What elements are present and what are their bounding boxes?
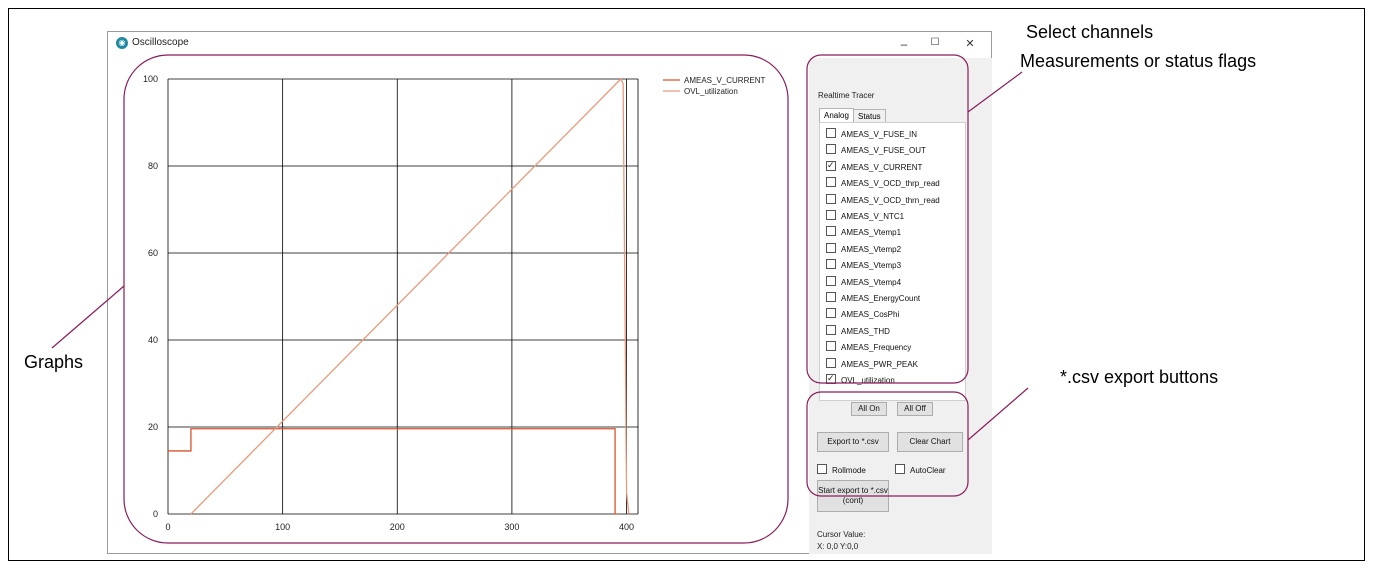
channel-checkbox[interactable] xyxy=(826,193,836,204)
tab-analog[interactable]: Analog xyxy=(819,108,854,123)
channel-label: AMEAS_Frequency xyxy=(841,343,912,353)
maximize-button[interactable]: ☐ xyxy=(930,37,940,48)
autoclear-box[interactable] xyxy=(895,464,905,474)
channel-item[interactable]: AMEAS_Vtemp3 xyxy=(826,259,901,273)
channel-item[interactable]: AMEAS_CosPhi xyxy=(826,308,899,322)
x-tick-label: 300 xyxy=(504,522,519,532)
graphs-callout: Graphs xyxy=(24,352,84,372)
csv-export-callout: *.csv export buttons xyxy=(1060,367,1219,387)
channel-label: AMEAS_Vtemp3 xyxy=(841,261,902,271)
title-bar: ◉ Oscilloscope – ☐ ✕ xyxy=(108,32,991,58)
channel-item[interactable]: AMEAS_THD xyxy=(826,324,890,339)
channel-label: AMEAS_Vtemp4 xyxy=(841,277,902,287)
channel-item[interactable]: AMEAS_V_FUSE_OUT xyxy=(826,144,926,158)
channel-label: AMEAS_CosPhi xyxy=(841,310,900,320)
series-line xyxy=(168,428,618,515)
channel-item[interactable]: AMEAS_Vtemp2 xyxy=(826,242,902,257)
measurements-callout: Measurements or status flags xyxy=(1020,51,1257,71)
rollmode-box[interactable] xyxy=(817,464,827,474)
x-tick-label: 400 xyxy=(619,522,634,532)
channel-item[interactable]: AMEAS_Vtemp4 xyxy=(826,275,902,290)
series-line xyxy=(190,77,630,515)
channel-item[interactable]: AMEAS_Frequency xyxy=(826,341,911,355)
group-label: Realtime Tracer xyxy=(818,91,875,100)
start-export-button[interactable]: Start export to *.csv (cont) xyxy=(817,480,889,512)
channel-checkbox[interactable] xyxy=(826,158,836,172)
channel-checkbox[interactable] xyxy=(826,292,836,302)
channel-item[interactable]: AMEAS_V_OCD_thrn_read xyxy=(826,193,940,208)
x-tick-label: 200 xyxy=(390,522,405,532)
channel-label: AMEAS_V_FUSE_IN xyxy=(841,130,918,139)
channel-label: AMEAS_V_OCD_thrn_read xyxy=(841,195,940,205)
figure-frame xyxy=(8,8,1365,561)
x-tick-label: 0 xyxy=(165,522,170,532)
y-tick-label: 80 xyxy=(148,161,158,171)
channel-label: AMEAS_V_CURRENT xyxy=(841,162,923,172)
channel-checkbox[interactable] xyxy=(826,242,836,253)
cursor-label: Cursor Value: xyxy=(817,530,866,539)
autoclear-label: AutoClear xyxy=(910,466,946,475)
channel-item[interactable]: AMEAS_PWR_PEAK xyxy=(826,357,918,372)
window-title: Oscilloscope xyxy=(132,37,189,48)
all-off-button[interactable]: All Off xyxy=(897,402,933,416)
channel-checkbox[interactable] xyxy=(826,341,836,352)
close-button[interactable]: ✕ xyxy=(965,38,975,50)
channel-item[interactable]: OVL_utilization xyxy=(826,371,895,388)
channel-item[interactable]: AMEAS_V_FUSE_IN xyxy=(826,128,917,142)
channel-item[interactable]: AMEAS_EnergyCount xyxy=(826,292,920,306)
x-tick-label: 100 xyxy=(275,522,290,532)
y-tick-label: 100 xyxy=(143,74,158,84)
export-csv-button[interactable]: Export to *.csv xyxy=(817,432,889,452)
channel-checkbox[interactable] xyxy=(826,357,836,368)
oscilloscope-chart[interactable]: 0 100 200 300 400 0 20 40 60 80 100 AMEAS_V_CURRENT… xyxy=(108,32,808,554)
realtime-tracer-panel: Realtime Tracer Analog Status AMEAS_V_FU… xyxy=(809,58,992,554)
clear-chart-button[interactable]: Clear Chart xyxy=(897,432,963,452)
all-on-button[interactable]: All On xyxy=(851,402,887,416)
channel-label: OVL_utilization xyxy=(841,376,895,385)
channel-label: AMEAS_PWR_PEAK xyxy=(841,359,918,369)
y-tick-label: 40 xyxy=(148,335,158,345)
channel-item[interactable]: AMEAS_V_NTC1 xyxy=(826,210,904,224)
app-icon: ◉ xyxy=(116,37,128,49)
channel-checkbox[interactable] xyxy=(826,210,836,220)
channel-label: AMEAS_V_NTC1 xyxy=(841,212,905,221)
legend-label: OVL_utilization xyxy=(684,87,738,96)
channel-label: AMEAS_EnergyCount xyxy=(841,294,921,303)
channel-list: AMEAS_V_FUSE_IN AMEAS_V_FUSE_OUT AMEAS_V_C… xyxy=(819,122,966,401)
select-channels-callout: Select channels xyxy=(1026,22,1154,42)
channel-item[interactable]: AMEAS_V_CURRENT xyxy=(826,158,923,175)
channel-checkbox[interactable] xyxy=(826,308,836,319)
channel-checkbox[interactable] xyxy=(826,177,836,188)
channel-checkbox[interactable] xyxy=(826,226,836,237)
channel-checkbox[interactable] xyxy=(826,324,836,335)
channel-label: AMEAS_THD xyxy=(841,326,890,336)
minimize-button[interactable]: – xyxy=(900,37,908,51)
y-tick-label: 0 xyxy=(153,509,158,519)
rollmode-checkbox[interactable]: Rollmode xyxy=(817,464,866,475)
channel-checkbox[interactable] xyxy=(826,259,836,270)
channel-item[interactable]: AMEAS_Vtemp1 xyxy=(826,226,901,240)
channel-label: AMEAS_V_OCD_thrp_read xyxy=(841,179,940,189)
channel-checkbox[interactable] xyxy=(826,128,836,138)
y-tick-label: 20 xyxy=(148,422,158,432)
legend-label: AMEAS_V_CURRENT xyxy=(684,76,765,85)
channel-checkbox[interactable] xyxy=(826,275,836,286)
y-tick-label: 60 xyxy=(148,248,158,258)
rollmode-label: Rollmode xyxy=(832,466,866,475)
channel-item[interactable]: AMEAS_V_OCD_thrp_read xyxy=(826,177,940,191)
cursor-value: X: 0,0 Y:0,0 xyxy=(817,542,859,551)
channel-checkbox[interactable] xyxy=(826,144,836,155)
oscilloscope-window: ◉ Oscilloscope – ☐ ✕ 0 100 200 300 400 0 20 40 6… xyxy=(107,31,992,554)
channel-checkbox[interactable] xyxy=(826,371,836,385)
channel-label: AMEAS_V_FUSE_OUT xyxy=(841,146,926,156)
autoclear-checkbox[interactable]: AutoClear xyxy=(895,464,946,475)
channel-label: AMEAS_Vtemp2 xyxy=(841,244,902,254)
channel-label: AMEAS_Vtemp1 xyxy=(841,228,902,238)
